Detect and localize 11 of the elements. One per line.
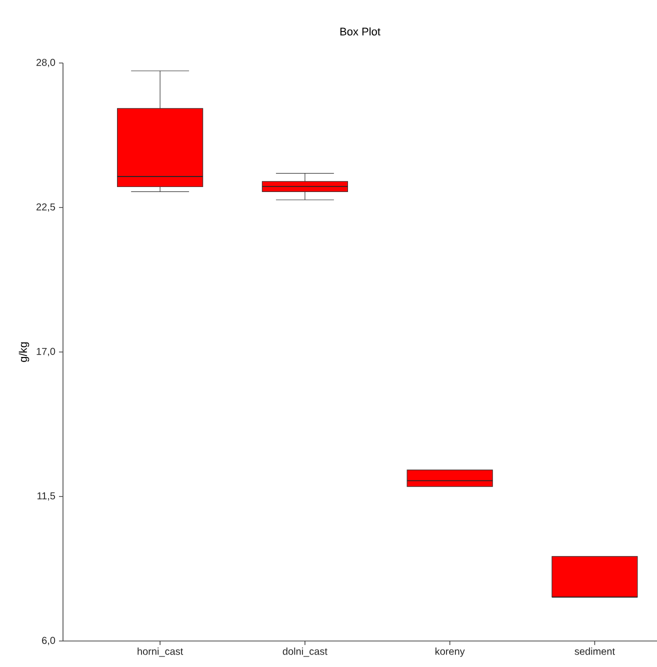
x-tick-label: koreny: [435, 648, 465, 657]
y-tick-label: 11,5: [38, 492, 56, 501]
y-tick-label: 6,0: [42, 636, 56, 646]
x-tick-label: dolni_cast: [282, 648, 328, 657]
y-tick-label: 22,5: [36, 203, 56, 212]
chart-title: Box Plot: [340, 27, 380, 36]
x-tick-label: horni_cast: [138, 648, 184, 657]
y-tick-label: 17,0: [36, 348, 56, 356]
y-tick-label: 28,0: [36, 58, 56, 68]
x-tick-label: sediment: [574, 648, 615, 655]
y-axis-title: g/kg: [18, 342, 30, 362]
